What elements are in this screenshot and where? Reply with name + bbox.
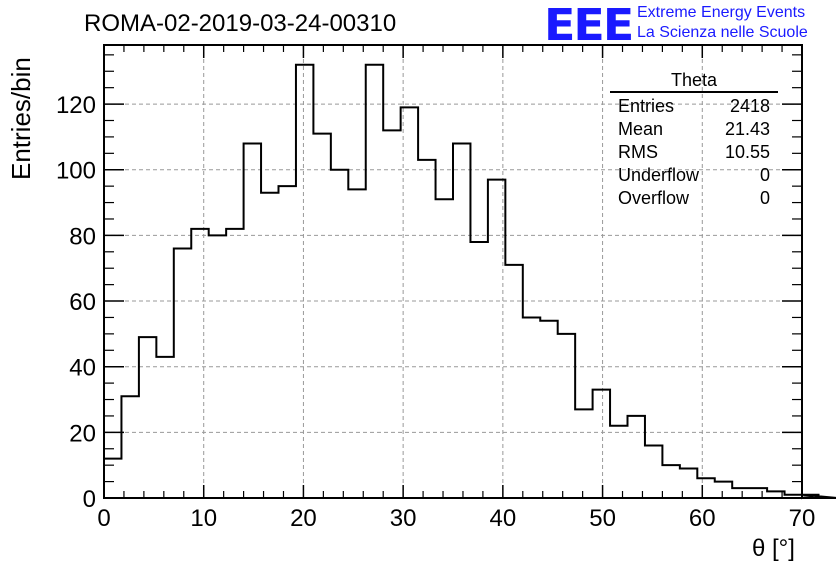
y-tick-label: 20 — [69, 420, 96, 447]
chart-title: ROMA-02-2019-03-24-00310 — [84, 10, 397, 37]
x-tick-label: 60 — [689, 505, 716, 532]
logo-line-1: Extreme Energy Events — [637, 4, 806, 21]
stats-value: 10.55 — [724, 142, 770, 162]
x-tick-label: 30 — [390, 505, 417, 532]
y-tick-label: 0 — [83, 486, 96, 513]
x-tick-label: 40 — [490, 505, 517, 532]
stats-row-entries: Entries 2418 — [610, 95, 778, 118]
y-tick-label: 100 — [56, 158, 96, 185]
logo-line-2: La Scienza nelle Scuole — [637, 24, 808, 41]
axis-tick-labels: 0 10 20 30 40 50 60 70 0 20 40 60 80 100 120 — [56, 92, 815, 532]
stats-row-overflow: Overflow 0 — [610, 187, 778, 210]
stats-title: Theta — [610, 70, 778, 93]
grid-lines — [104, 45, 802, 498]
stats-row-underflow: Underflow 0 — [610, 164, 778, 187]
eee-logo: EEE — [544, 0, 634, 51]
x-axis-label: θ [°] — [752, 535, 795, 562]
stats-row-rms: RMS 10.55 — [610, 141, 778, 164]
plot-frame — [103, 44, 803, 499]
stats-label: Overflow — [618, 188, 690, 208]
x-tick-label: 50 — [589, 505, 616, 532]
stats-label: RMS — [618, 142, 658, 162]
stats-label: Mean — [618, 119, 664, 139]
stats-value: 0 — [759, 165, 770, 185]
x-tick-label: 0 — [97, 505, 110, 532]
y-tick-label: 80 — [69, 223, 96, 250]
x-tick-label: 70 — [789, 505, 816, 532]
stats-value: 21.43 — [724, 119, 770, 139]
stats-value: 2418 — [729, 96, 770, 116]
stats-box: Theta Entries 2418 Mean 21.43 RMS 10.55 … — [610, 70, 778, 210]
x-tick-label: 10 — [190, 505, 217, 532]
x-tick-label: 20 — [290, 505, 317, 532]
stats-value: 0 — [759, 188, 770, 208]
y-tick-label: 60 — [69, 289, 96, 316]
axis-ticks — [103, 45, 803, 499]
stats-label: Underflow — [618, 165, 700, 185]
y-tick-label: 40 — [69, 355, 96, 382]
y-axis-label: Entries/bin — [6, 57, 36, 180]
y-tick-label: 120 — [56, 92, 96, 119]
stats-row-mean: Mean 21.43 — [610, 118, 778, 141]
stats-label: Entries — [618, 96, 675, 116]
